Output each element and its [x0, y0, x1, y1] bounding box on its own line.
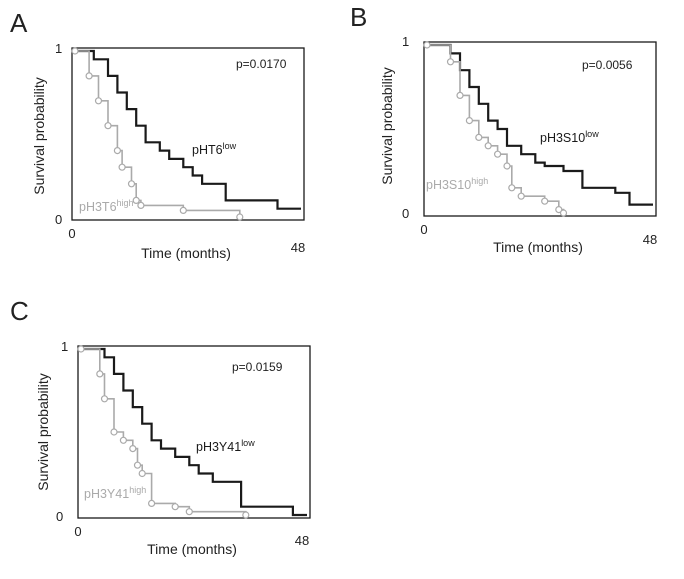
km-curve-a-low: [75, 49, 301, 210]
y-axis-label-a: Survival probability: [31, 77, 47, 195]
censor-marker-b-3: [465, 116, 473, 125]
series-label-c-high: pH3Y41high: [84, 485, 146, 501]
y-tick-top-c: 1: [61, 339, 68, 354]
censor-marker-a-0: [71, 47, 79, 55]
x-tick-end-a: 48: [291, 240, 305, 255]
censor-marker-a-3: [104, 122, 112, 130]
x-tick-start-c: 0: [74, 524, 81, 539]
censor-marker-c-2: [100, 395, 109, 403]
censor-marker-c-10: [185, 508, 193, 516]
censor-marker-a-1: [85, 72, 93, 80]
x-tick-end-b: 48: [643, 232, 657, 247]
y-tick-top-b: 1: [402, 34, 409, 49]
p-value-a: p=0.0170: [236, 57, 287, 71]
censor-marker-a-10: [236, 213, 244, 221]
censor-marker-a-2: [94, 97, 103, 105]
censor-marker-b-9: [517, 192, 525, 200]
series-label-a-high: pH3T6high: [79, 198, 134, 214]
censor-marker-c-4: [119, 436, 128, 444]
censor-marker-b-12: [559, 209, 568, 217]
censor-marker-b-2: [456, 91, 464, 100]
censor-marker-a-4: [113, 147, 122, 155]
plot-area-c: [77, 345, 307, 519]
censor-marker-b-11: [555, 206, 563, 214]
series-label-b-high: pH3S10high: [426, 176, 488, 192]
censor-marker-b-10: [541, 197, 549, 205]
series-label-b-low: pH3S10low: [540, 129, 599, 145]
censor-marker-b-7: [503, 162, 511, 170]
y-axis-label-b: Survival probability: [379, 67, 395, 185]
x-axis-label-b: Time (months): [493, 239, 583, 255]
censor-marker-c-7: [138, 469, 146, 478]
km-curve-b-low: [427, 43, 653, 206]
y-tick-top-a: 1: [55, 41, 62, 56]
x-tick-start-a: 0: [68, 226, 75, 241]
censor-marker-a-7: [132, 196, 140, 204]
censor-marker-a-6: [127, 180, 136, 188]
y-tick-bottom-b: 0: [402, 206, 409, 221]
censor-marker-b-5: [484, 142, 492, 150]
censor-marker-a-9: [179, 206, 187, 214]
panel-letter-b: B: [350, 2, 367, 32]
censor-marker-a-5: [118, 163, 126, 171]
y-tick-bottom-a: 0: [55, 212, 62, 227]
censor-marker-c-0: [77, 345, 85, 353]
censor-marker-b-8: [508, 184, 516, 192]
censor-marker-b-4: [475, 133, 483, 141]
censor-marker-c-3: [110, 428, 118, 436]
censor-marker-c-1: [96, 370, 104, 378]
km-curve-a-high: [75, 50, 241, 217]
x-axis-label-c: Time (months): [147, 541, 237, 557]
y-tick-bottom-c: 0: [56, 509, 63, 524]
x-tick-end-c: 48: [295, 533, 309, 548]
x-axis-label-a: Time (months): [141, 245, 231, 261]
plot-frame-c: [77, 345, 311, 519]
panel-letter-c: C: [10, 296, 29, 326]
y-axis-label-c: Survival probability: [35, 373, 51, 491]
censor-marker-c-11: [242, 511, 250, 519]
censor-marker-c-8: [148, 499, 156, 507]
p-value-b: p=0.0056: [582, 58, 633, 72]
panel-c: C 1 0 0 48 Time (months) Survival probab…: [10, 296, 311, 557]
plot-area-b: [423, 41, 653, 217]
censor-marker-c-6: [133, 461, 142, 469]
km-curve-c-low: [81, 347, 307, 517]
x-tick-start-b: 0: [420, 222, 427, 237]
series-label-c-low: pH3Y41low: [196, 438, 255, 454]
censor-marker-c-9: [171, 503, 179, 511]
censor-marker-b-1: [446, 58, 455, 66]
series-label-a-low: pHT6low: [192, 141, 237, 157]
km-curve-c-high: [81, 348, 247, 515]
censor-marker-c-5: [129, 445, 137, 453]
censor-marker-b-0: [423, 41, 431, 49]
plot-frame-a: [71, 47, 305, 221]
p-value-c: p=0.0159: [232, 360, 283, 374]
censor-marker-a-8: [137, 201, 145, 209]
plot-area-a: [71, 47, 301, 221]
panel-a: A 1 0 0 48 Time (months) Survival probab…: [10, 8, 305, 261]
panel-b: B 1 0 0 48 Time (months) Survival probab…: [350, 2, 657, 255]
censor-marker-b-6: [494, 150, 502, 158]
plot-frame-b: [423, 41, 657, 217]
panel-letter-a: A: [10, 8, 28, 38]
